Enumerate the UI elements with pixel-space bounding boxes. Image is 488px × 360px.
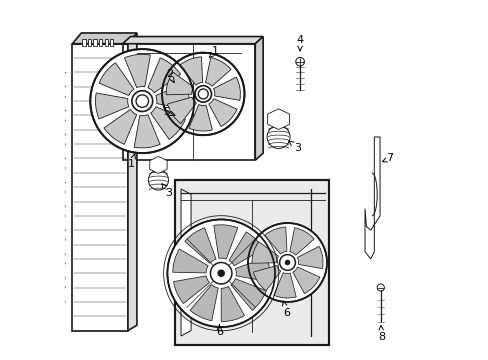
- Circle shape: [132, 91, 152, 112]
- Wedge shape: [251, 242, 278, 263]
- Wedge shape: [184, 228, 216, 263]
- Wedge shape: [297, 246, 323, 269]
- Circle shape: [247, 223, 326, 302]
- Wedge shape: [156, 83, 189, 109]
- Text: 8: 8: [377, 325, 384, 342]
- Text: 4: 4: [296, 35, 303, 51]
- Circle shape: [167, 220, 274, 327]
- Polygon shape: [267, 109, 289, 130]
- Bar: [122, 44, 255, 160]
- Wedge shape: [292, 267, 319, 294]
- Wedge shape: [289, 228, 313, 255]
- Circle shape: [210, 262, 231, 284]
- Wedge shape: [150, 107, 185, 139]
- Circle shape: [136, 95, 148, 107]
- Circle shape: [376, 284, 384, 291]
- Wedge shape: [213, 225, 237, 259]
- Wedge shape: [172, 249, 208, 273]
- Polygon shape: [122, 37, 263, 44]
- Text: 6: 6: [216, 325, 223, 337]
- Wedge shape: [264, 227, 286, 254]
- Circle shape: [284, 260, 290, 265]
- Wedge shape: [230, 279, 266, 310]
- Wedge shape: [253, 265, 280, 291]
- Wedge shape: [213, 77, 240, 100]
- Text: 1: 1: [209, 46, 219, 58]
- Polygon shape: [72, 44, 128, 330]
- Polygon shape: [128, 33, 137, 330]
- Polygon shape: [255, 37, 263, 160]
- Wedge shape: [124, 54, 150, 87]
- Wedge shape: [273, 273, 296, 298]
- Bar: [110, 39, 113, 45]
- Text: 3: 3: [288, 141, 301, 153]
- Text: 2: 2: [165, 69, 174, 82]
- Wedge shape: [221, 287, 244, 321]
- Polygon shape: [72, 33, 137, 44]
- Bar: [93, 39, 97, 45]
- Circle shape: [195, 86, 211, 102]
- Text: 3: 3: [162, 184, 172, 198]
- Polygon shape: [364, 137, 379, 259]
- Wedge shape: [95, 93, 128, 119]
- Bar: [99, 39, 102, 45]
- Wedge shape: [104, 109, 137, 144]
- Wedge shape: [99, 63, 134, 95]
- Circle shape: [266, 126, 289, 148]
- Circle shape: [162, 53, 244, 135]
- Circle shape: [217, 270, 224, 277]
- Bar: [174, 180, 328, 345]
- Bar: [104, 39, 108, 45]
- Wedge shape: [166, 72, 193, 95]
- Wedge shape: [235, 258, 269, 282]
- Wedge shape: [179, 57, 202, 85]
- Circle shape: [139, 98, 145, 105]
- Text: 5: 5: [163, 107, 175, 117]
- Text: 7: 7: [382, 153, 393, 163]
- Wedge shape: [228, 232, 263, 266]
- Polygon shape: [149, 156, 167, 174]
- Wedge shape: [134, 114, 160, 148]
- Circle shape: [148, 170, 168, 190]
- Wedge shape: [167, 97, 196, 123]
- Bar: [82, 39, 85, 45]
- Circle shape: [279, 255, 295, 270]
- Wedge shape: [173, 276, 209, 303]
- Circle shape: [90, 49, 194, 153]
- Wedge shape: [188, 104, 212, 131]
- Text: 6: 6: [282, 301, 289, 318]
- Circle shape: [200, 91, 206, 97]
- Wedge shape: [147, 58, 180, 93]
- Circle shape: [295, 57, 304, 66]
- Bar: [88, 39, 91, 45]
- Wedge shape: [205, 58, 231, 86]
- Wedge shape: [208, 99, 237, 126]
- Wedge shape: [190, 285, 218, 321]
- Circle shape: [198, 89, 208, 99]
- Text: 1: 1: [128, 153, 135, 169]
- Polygon shape: [181, 189, 191, 336]
